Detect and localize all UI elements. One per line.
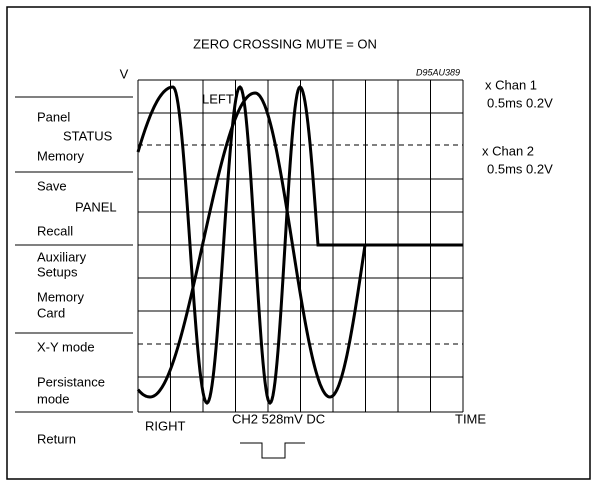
- left-wave: [136, 85, 463, 406]
- menu-text: Panel: [37, 109, 70, 124]
- channel-name: x Chan 2: [482, 143, 534, 158]
- trigger-symbol: [240, 442, 305, 459]
- menu-text: STATUS: [63, 128, 113, 143]
- menu-text: Card: [37, 305, 65, 320]
- x-axis-label: TIME: [455, 411, 486, 426]
- menu-text: X-Y mode: [37, 339, 95, 354]
- channel-name: x Chan 1: [485, 77, 537, 92]
- figure-id: D95AU389: [416, 67, 460, 77]
- waveforms: [136, 85, 463, 406]
- left-label: LEFT: [202, 91, 234, 106]
- menu-text: Return: [37, 431, 76, 446]
- trigger-label: CH2 528mV DC: [232, 411, 325, 426]
- menu-text: Save: [37, 178, 67, 193]
- menu-text: Memory: [37, 148, 84, 163]
- menu-text: Auxiliary: [37, 249, 87, 264]
- channel-setting: 0.5ms 0.2V: [487, 95, 553, 110]
- menu-text: PANEL: [75, 199, 117, 214]
- frame: [6, 6, 591, 480]
- menu-text: mode: [37, 391, 70, 406]
- menu-text: Memory: [37, 289, 84, 304]
- right-wave: [136, 91, 367, 399]
- title: ZERO CROSSING MUTE = ON: [193, 36, 377, 51]
- menu-text: Setups: [37, 264, 78, 279]
- channel-setting: 0.5ms 0.2V: [487, 161, 553, 176]
- menu-text: Persistance: [37, 374, 105, 389]
- menu-text: Recall: [37, 223, 73, 238]
- y-axis-label: V: [120, 66, 129, 81]
- right-label: RIGHT: [145, 418, 186, 433]
